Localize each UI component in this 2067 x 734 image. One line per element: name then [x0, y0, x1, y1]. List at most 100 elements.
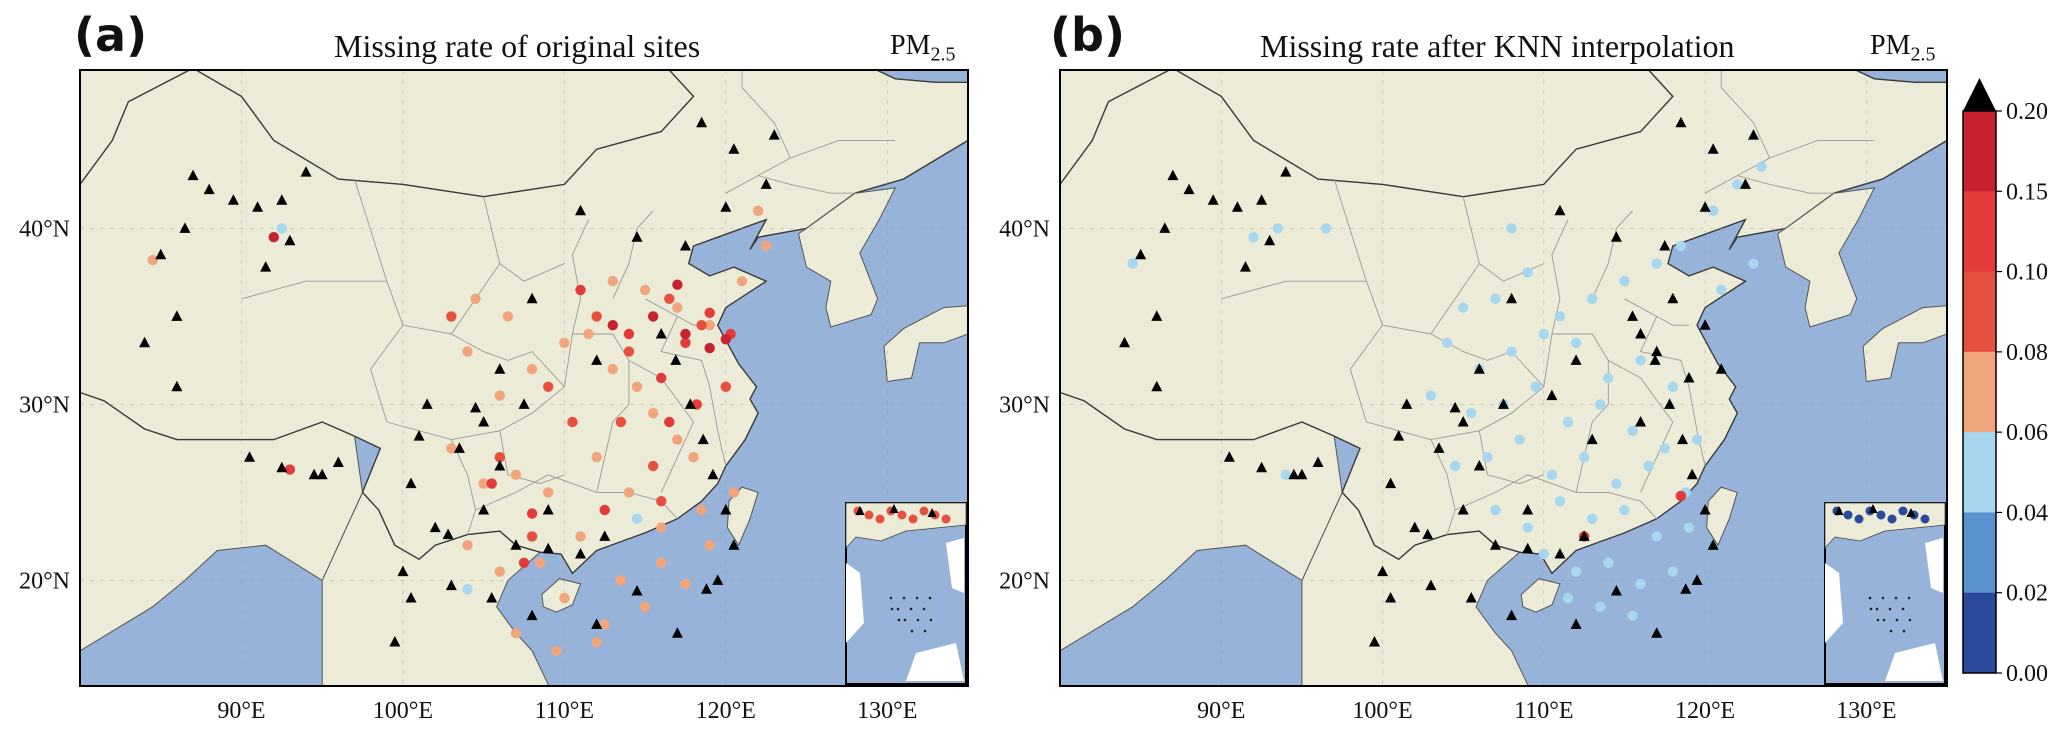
inset-island-dot	[889, 596, 893, 600]
land-island-3	[726, 486, 759, 547]
province-border-5	[475, 474, 678, 520]
province-border-1	[1221, 280, 1367, 300]
site-marker-exceed	[155, 248, 167, 260]
province-border-15	[1737, 175, 1835, 194]
site-marker	[1449, 460, 1461, 472]
inset-island-dot	[923, 629, 927, 633]
site-marker	[510, 469, 522, 480]
inset-land-east	[1925, 538, 1943, 593]
site-marker	[1562, 592, 1574, 604]
site-marker	[1683, 522, 1695, 533]
site-marker-exceed	[1664, 398, 1676, 409]
site-marker	[543, 487, 554, 498]
site-marker	[1619, 504, 1630, 516]
site-marker	[1538, 548, 1550, 560]
site-marker	[623, 346, 635, 357]
site-marker-exceed	[413, 430, 425, 441]
site-marker-exceed	[1578, 530, 1590, 541]
site-marker	[656, 522, 667, 533]
site-marker	[607, 320, 618, 331]
china-land	[1060, 70, 1947, 575]
inset-marker	[919, 506, 929, 516]
inset-island-dot	[1875, 607, 1879, 611]
site-marker-exceed	[1635, 328, 1647, 339]
site-marker	[1127, 258, 1138, 269]
site-marker-exceed	[1699, 504, 1711, 515]
inset-marker	[1920, 514, 1930, 524]
site-marker-exceed	[1256, 461, 1268, 473]
lon-tick-label: 130°E	[857, 698, 917, 724]
site-marker-exceed	[707, 468, 719, 480]
inset-island-dot	[1895, 618, 1899, 622]
site-marker-exceed	[1167, 169, 1179, 181]
site-marker	[1272, 223, 1283, 234]
site-marker-exceed	[1707, 143, 1719, 154]
colorbar-bin	[1963, 271, 1996, 353]
site-marker	[284, 464, 296, 475]
site-marker-exceed	[1239, 261, 1251, 272]
site-marker-exceed	[510, 539, 522, 550]
inset-marker-exceed	[1906, 508, 1916, 517]
site-marker-exceed	[252, 201, 264, 212]
site-marker	[656, 557, 667, 568]
panel-a-pollutant-name: PM	[890, 30, 931, 61]
site-marker	[462, 346, 473, 357]
site-marker-exceed	[526, 292, 538, 304]
site-marker-exceed	[1256, 194, 1268, 205]
site-marker-exceed	[575, 204, 587, 216]
colorbar-tick-label: 0.02	[2006, 581, 2048, 607]
site-marker	[1635, 578, 1646, 590]
province-border-9	[1591, 210, 1633, 299]
site-marker	[446, 443, 457, 454]
site-marker	[696, 320, 707, 331]
site-marker-exceed	[1296, 468, 1308, 480]
site-marker	[639, 284, 651, 296]
site-marker	[704, 320, 715, 331]
site-marker-exceed	[405, 592, 417, 603]
lat-tick-label: 30°N	[19, 392, 70, 418]
site-marker	[728, 487, 740, 498]
site-marker	[502, 311, 514, 322]
lat-tick-label: 30°N	[999, 392, 1050, 418]
site-marker	[615, 575, 627, 586]
panel-b-pollutant-name: PM	[1870, 30, 1911, 61]
site-marker-exceed	[1686, 468, 1698, 480]
site-marker	[1691, 434, 1703, 445]
site-marker-exceed	[1546, 389, 1558, 401]
colorbar-bin	[1963, 432, 1996, 513]
site-marker	[1627, 610, 1638, 621]
site-marker	[534, 557, 546, 568]
site-marker-exceed	[1449, 401, 1461, 413]
site-marker-exceed	[171, 380, 183, 392]
site-marker-exceed	[1739, 178, 1751, 189]
site-marker	[591, 311, 602, 322]
site-marker-exceed	[518, 398, 530, 409]
site-marker	[607, 364, 618, 375]
site-marker-exceed	[1489, 539, 1501, 550]
land-island-0	[1777, 187, 1876, 328]
land-island-4	[1520, 578, 1561, 613]
site-marker-exceed	[1457, 504, 1469, 515]
inset-island-dot	[929, 618, 933, 622]
site-marker	[1603, 372, 1614, 384]
map-frame	[1059, 69, 1948, 687]
site-marker-exceed	[316, 468, 328, 480]
site-marker	[1611, 478, 1622, 489]
land-island-1	[1862, 305, 1947, 383]
site-marker	[1707, 205, 1719, 216]
inset-island-dot	[928, 596, 932, 600]
site-marker-exceed	[728, 539, 740, 550]
site-marker-exceed	[696, 116, 708, 128]
site-marker	[656, 372, 667, 384]
inset-marker	[1887, 514, 1897, 524]
lon-tick-label: 110°E	[535, 698, 594, 724]
site-marker	[1506, 346, 1517, 357]
inset-marker	[897, 510, 907, 520]
site-marker	[736, 276, 748, 287]
inset-island-dot	[1869, 607, 1873, 611]
site-marker	[599, 504, 610, 516]
lon-tick-label: 110°E	[1514, 698, 1573, 724]
inset-island-dot	[1882, 618, 1886, 622]
site-marker-exceed	[1312, 456, 1324, 467]
inset-island-dot	[909, 607, 913, 611]
